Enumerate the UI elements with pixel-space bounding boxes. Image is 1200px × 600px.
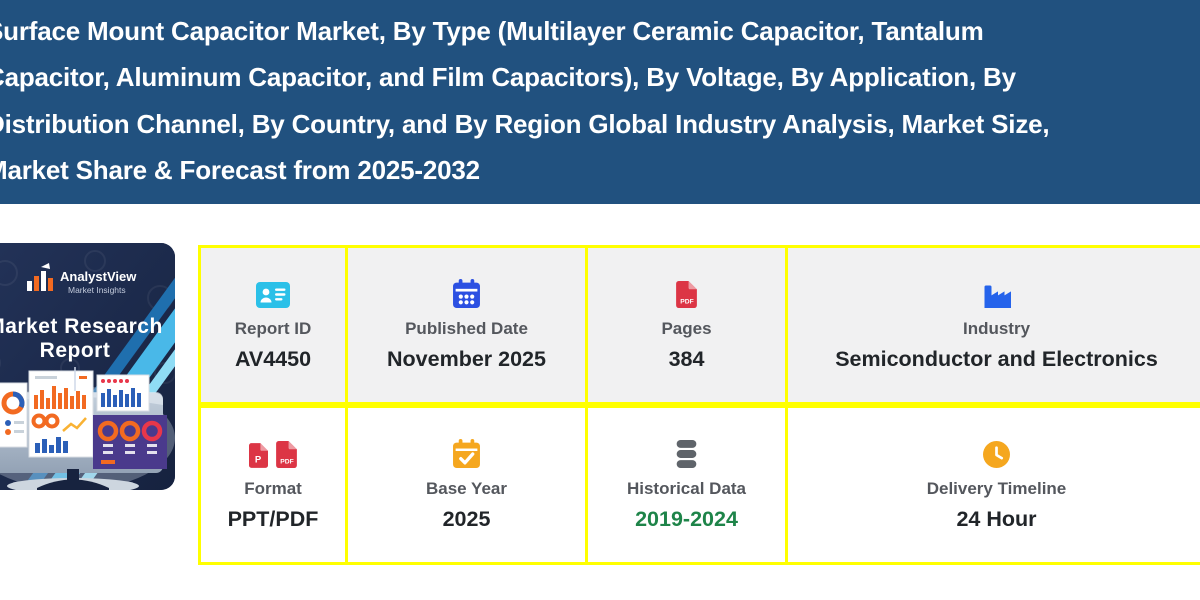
industry-cell: Industry Semiconductor and Electronics (788, 248, 1200, 402)
meta-value: Semiconductor and Electronics (835, 347, 1158, 371)
pdf-file-icon: PDF (676, 278, 697, 308)
meta-label: Delivery Timeline (926, 479, 1067, 498)
meta-value: 384 (668, 347, 705, 371)
calendar-icon (453, 278, 480, 308)
meta-value: 2019-2024 (635, 507, 738, 531)
published-date-cell: Published Date November 2025 (348, 248, 588, 402)
clock-icon (983, 438, 1010, 468)
meta-value: AV4450 (234, 347, 312, 371)
meta-label: Published Date (405, 319, 528, 338)
cover-caption: Report (40, 339, 111, 362)
meta-label: Historical Data (626, 479, 747, 498)
page-title: Surface Mount Capacitor Market, By Type … (0, 8, 1200, 194)
delivery-timeline-cell: Delivery Timeline 24 Hour (788, 408, 1200, 562)
meta-label: Report ID (234, 319, 312, 338)
cover-chart-panel (93, 415, 167, 469)
format-cell: P PDF Format PPT/PDF (201, 408, 348, 562)
ppt-pdf-files-icon: P PDF (249, 438, 297, 468)
report-meta-table-row2: P PDF Format PPT/PDF Base Year 2025 Hist… (198, 405, 1200, 565)
page-title-line: Surface Mount Capacitor Market, By Type … (0, 16, 984, 46)
base-year-cell: Base Year 2025 (348, 408, 588, 562)
page-title-line: Market Share & Forecast from 2025-2032 (0, 155, 480, 186)
brand-tagline: Market Insights (68, 285, 126, 295)
meta-label: Industry (962, 319, 1031, 338)
cover-chart-panel (0, 382, 28, 448)
report-meta-table-row1: Report ID AV4450 Published Date November… (198, 245, 1200, 405)
calendar-check-icon (453, 438, 480, 468)
meta-label: Base Year (426, 479, 507, 498)
cover-chart-panel (28, 370, 94, 458)
page-title-line: Distribution Channel, By Country, and By… (0, 108, 1050, 139)
page-title-line: Capacitor, Aluminum Capacitor, and Film … (0, 62, 1016, 93)
meta-label: Pages (661, 319, 712, 338)
brand-name: AnalystView (60, 269, 137, 284)
report-cover-thumbnail: AnalystView Market Insights Market Resea… (0, 243, 175, 490)
brand-logo-icon (27, 263, 53, 291)
meta-value: 24 Hour (956, 507, 1037, 531)
database-icon (675, 438, 698, 468)
pages-cell: PDF Pages 384 (588, 248, 788, 402)
cover-caption: Market Research (0, 315, 163, 338)
meta-value: PPT/PDF (227, 507, 319, 531)
report-title-banner: Surface Mount Capacitor Market, By Type … (0, 0, 1200, 204)
meta-value: 2025 (442, 507, 491, 531)
svg-text:PDF: PDF (680, 298, 694, 305)
svg-text:P: P (255, 455, 262, 466)
id-card-icon (256, 278, 290, 308)
svg-text:PDF: PDF (280, 458, 294, 465)
meta-value: November 2025 (387, 347, 546, 371)
historical-data-cell: Historical Data 2019-2024 (588, 408, 788, 562)
meta-label: Format (244, 479, 302, 498)
factory-icon (983, 278, 1011, 308)
report-id-cell: Report ID AV4450 (201, 248, 348, 402)
cover-chart-panel (96, 374, 150, 412)
report-cover-art: AnalystView Market Insights Market Resea… (0, 243, 175, 490)
